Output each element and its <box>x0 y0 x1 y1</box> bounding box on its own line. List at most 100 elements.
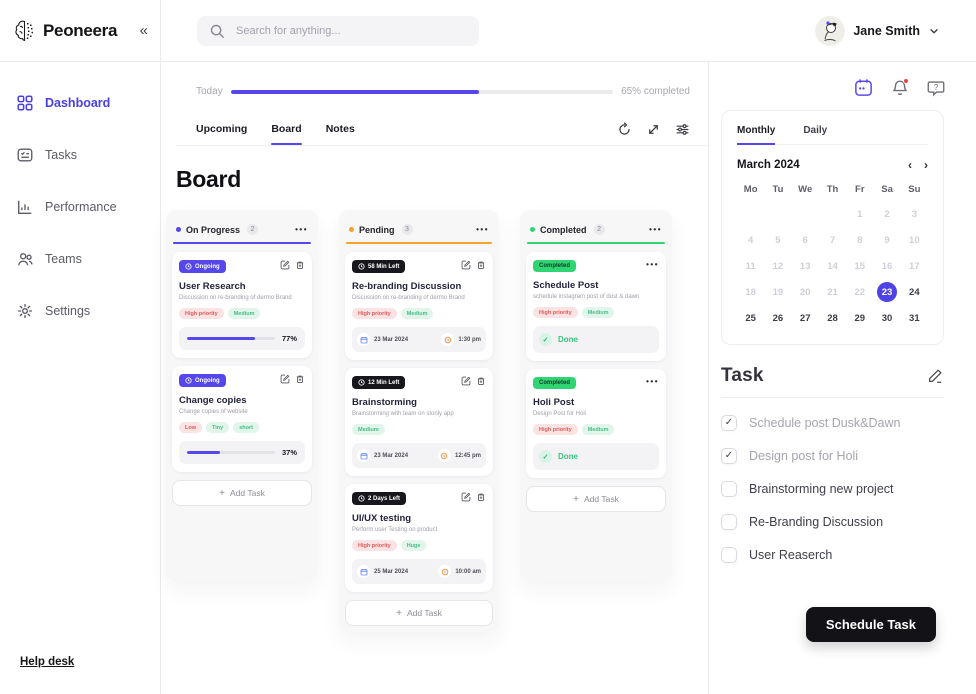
calendar-day[interactable]: 29 <box>854 312 866 324</box>
edit-icon[interactable] <box>280 260 290 270</box>
edit-icon[interactable] <box>461 376 471 386</box>
calendar-day[interactable]: 4 <box>747 234 754 246</box>
task-card[interactable]: Ongoing Change copies Change copies of w… <box>172 366 312 472</box>
calendar-day[interactable]: 15 <box>854 260 866 272</box>
task-card[interactable]: Ongoing User Research Discussion on re-b… <box>172 252 312 358</box>
calendar-day[interactable]: 9 <box>884 234 890 246</box>
calendar-day-selected[interactable]: 23 <box>877 282 898 302</box>
calendar-tab-daily[interactable]: Daily <box>803 125 828 136</box>
checkbox[interactable] <box>721 546 737 563</box>
calendar-day[interactable]: 19 <box>772 286 784 298</box>
checkbox[interactable] <box>721 513 737 530</box>
calendar-day[interactable]: 26 <box>772 312 784 324</box>
calendar-day[interactable]: 21 <box>827 286 838 298</box>
priority-tag: Tiny <box>206 422 230 433</box>
sidebar-collapse-icon[interactable]: « <box>139 22 148 39</box>
trash-icon[interactable] <box>476 260 486 270</box>
add-task-button[interactable]: + Add Task <box>345 600 493 626</box>
sidebar-item-settings[interactable]: Settings <box>0 290 160 332</box>
calendar-day[interactable]: 6 <box>802 234 808 246</box>
add-task-button[interactable]: + Add Task <box>172 480 312 506</box>
checkbox-checked[interactable]: ✓ <box>721 447 737 464</box>
more-options-icon[interactable]: ••• <box>646 377 659 386</box>
sidebar-item-teams[interactable]: Teams <box>0 238 160 280</box>
task-checklist-item[interactable]: ✓ Design post for Holi <box>721 439 944 472</box>
card-subtitle: Discussion on re-branding of dermo Brand <box>352 295 465 301</box>
more-options-icon[interactable]: ••• <box>476 225 489 234</box>
user-menu[interactable]: Jane Smith <box>815 15 940 46</box>
task-card[interactable]: Completed ••• Schedule Post schedule inst… <box>526 252 666 361</box>
due-time: 1:30 pm <box>441 333 481 346</box>
task-card[interactable]: Completed ••• Holi Post Design Post for H… <box>526 369 666 478</box>
calendar-day[interactable]: 1 <box>857 208 863 220</box>
chat-help-icon[interactable]: ? <box>926 78 946 98</box>
tab-upcoming[interactable]: Upcoming <box>196 122 248 135</box>
more-options-icon[interactable]: ••• <box>649 225 662 234</box>
task-checklist-item[interactable]: ✓ Schedule post Dusk&Dawn <box>721 406 944 439</box>
checkbox[interactable] <box>721 480 737 497</box>
search-input[interactable] <box>234 23 467 38</box>
calendar-day[interactable]: 20 <box>799 286 811 298</box>
sidebar-item-tasks[interactable]: Tasks <box>0 134 160 176</box>
task-card[interactable]: 12 Min Left Brainstorming Brainstorming … <box>345 368 493 476</box>
brain-logo-icon <box>12 18 38 44</box>
card-actions: ••• <box>646 260 659 269</box>
refresh-icon[interactable] <box>617 122 632 137</box>
calendar-day[interactable]: 7 <box>829 234 836 246</box>
bell-icon[interactable] <box>890 77 910 98</box>
calendar-day[interactable]: 28 <box>827 312 838 324</box>
edit-icon[interactable] <box>280 374 290 384</box>
trash-icon[interactable] <box>476 376 486 386</box>
next-month-icon[interactable]: › <box>924 158 928 172</box>
calendar-day[interactable]: 25 <box>745 312 756 324</box>
trash-icon[interactable] <box>295 374 305 384</box>
calendar-day[interactable]: 13 <box>799 260 811 272</box>
task-card[interactable]: 58 Min Left Re-branding Discussion Discu… <box>345 252 493 360</box>
edit-icon[interactable] <box>461 260 471 270</box>
more-options-icon[interactable]: ••• <box>295 225 308 234</box>
sidebar-item-dashboard[interactable]: Dashboard <box>0 82 160 124</box>
trash-icon[interactable] <box>476 492 486 502</box>
schedule-task-button[interactable]: Schedule Task <box>805 607 936 642</box>
task-checklist-item[interactable]: Re-Branding Discussion <box>721 505 944 538</box>
calendar-day[interactable]: 2 <box>884 208 890 220</box>
trash-icon[interactable] <box>295 260 305 270</box>
calendar-day[interactable]: 3 <box>911 208 917 220</box>
board-column-completed: Completed 2 ••• Completed ••• Schedule Po… <box>520 210 672 581</box>
calendar-day[interactable]: 11 <box>745 260 756 272</box>
task-card[interactable]: 2 Days Left UI/UX testing Perform user T… <box>345 484 493 592</box>
checkbox-checked[interactable]: ✓ <box>721 414 737 431</box>
edit-tasks-icon[interactable] <box>926 367 944 385</box>
calendar-icon[interactable] <box>853 77 874 98</box>
tab-notes[interactable]: Notes <box>325 122 355 135</box>
calendar-day[interactable]: 16 <box>881 260 893 272</box>
completed-percent-label: 65% completed <box>621 86 690 97</box>
calendar-day[interactable]: 5 <box>775 234 781 246</box>
calendar-tab-monthly[interactable]: Monthly <box>737 125 776 145</box>
sidebar-item-performance[interactable]: Performance <box>0 186 160 228</box>
calendar-day[interactable]: 12 <box>772 260 784 272</box>
add-task-button[interactable]: + Add Task <box>526 486 666 512</box>
filter-icon[interactable] <box>675 122 690 137</box>
expand-icon[interactable] <box>646 122 661 137</box>
calendar-day[interactable]: 24 <box>909 286 920 298</box>
search-bar[interactable] <box>197 15 479 46</box>
task-checklist-item[interactable]: Brainstorming new project <box>721 472 944 505</box>
calendar-day[interactable]: 18 <box>745 286 756 298</box>
edit-icon[interactable] <box>461 492 471 502</box>
calendar-day[interactable]: 27 <box>799 312 811 324</box>
help-desk-link[interactable]: Help desk <box>20 656 75 668</box>
calendar-day[interactable]: 17 <box>909 260 920 272</box>
task-checklist-item[interactable]: User Reaserch <box>721 538 944 571</box>
calendar-tabs: Monthly Daily <box>737 125 928 145</box>
task-checklist: ✓ Schedule post Dusk&Dawn ✓ Design post … <box>721 406 944 571</box>
calendar-day[interactable]: 22 <box>854 286 866 298</box>
calendar-day[interactable]: 10 <box>909 234 920 246</box>
calendar-day[interactable]: 8 <box>857 234 863 246</box>
tab-board[interactable]: Board <box>271 123 303 145</box>
prev-month-icon[interactable]: ‹ <box>908 158 912 172</box>
calendar-day[interactable]: 14 <box>827 260 838 272</box>
more-options-icon[interactable]: ••• <box>646 260 659 269</box>
calendar-day[interactable]: 30 <box>881 312 893 324</box>
calendar-day[interactable]: 31 <box>909 312 920 324</box>
